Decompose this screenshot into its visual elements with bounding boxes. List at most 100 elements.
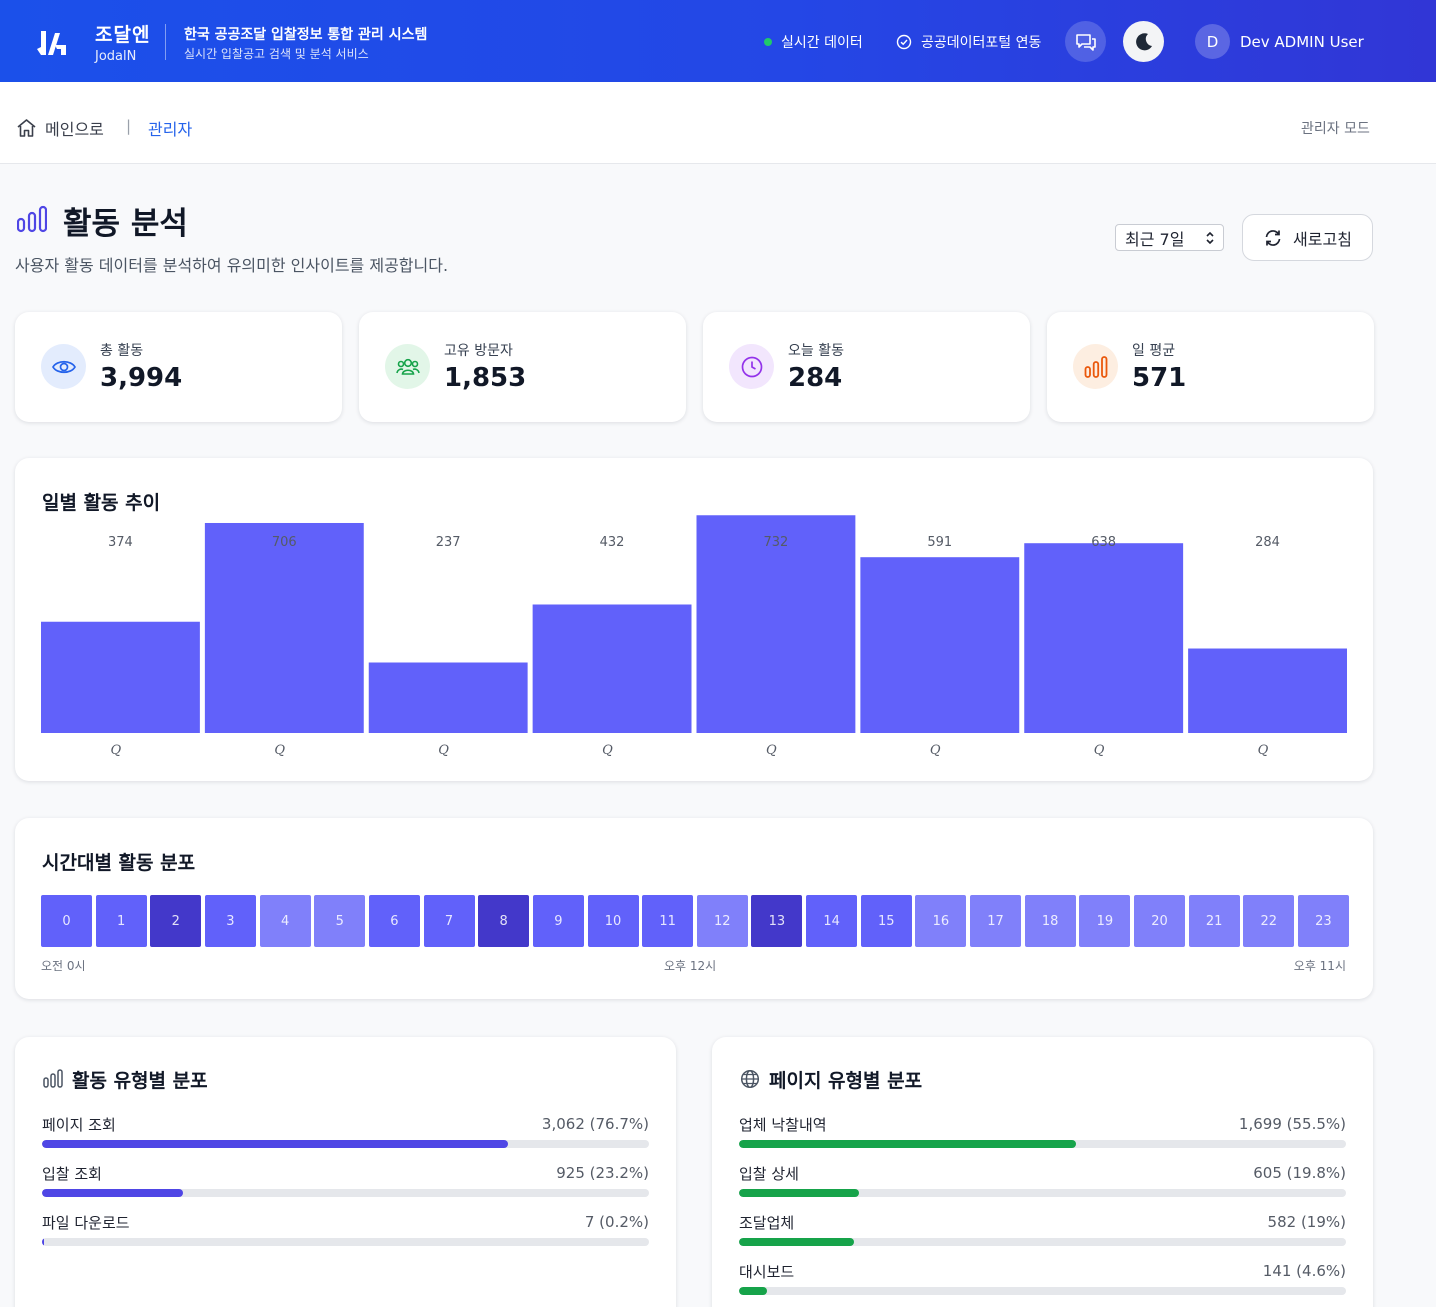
- breadcrumb-current[interactable]: 관리자: [148, 120, 193, 139]
- daily-bar[interactable]: [860, 557, 1020, 733]
- admin-mode-label: 관리자 모드: [1301, 121, 1370, 137]
- hour-cell-0[interactable]: 0: [41, 895, 92, 947]
- hour-cell-21[interactable]: 21: [1188, 895, 1240, 947]
- distribution-label: 페이지 조회: [42, 1116, 116, 1134]
- distribution-track: [739, 1189, 1346, 1197]
- bar-value-label: 237: [436, 535, 461, 550]
- bar-chart-icon: [1084, 355, 1107, 378]
- refresh-button[interactable]: 새로고침: [1242, 214, 1373, 261]
- bar-category-label: Q: [110, 743, 121, 758]
- chat-icon: [1075, 33, 1096, 51]
- users-icon: [395, 358, 420, 375]
- hour-cell-14[interactable]: 14: [806, 895, 858, 947]
- heatmap-start-label: 오전 0시: [41, 959, 86, 973]
- distribution-fill: [739, 1189, 860, 1197]
- stat-label: 고유 방문자: [444, 343, 513, 359]
- user-name[interactable]: Dev ADMIN User: [1240, 33, 1364, 51]
- eye-icon: [51, 360, 76, 373]
- stat-value: 3,994: [100, 363, 183, 393]
- bar-value-label: 706: [272, 535, 297, 550]
- home-link-label: 메인으로: [45, 120, 104, 139]
- distribution-value: 582 (19%): [1267, 1213, 1346, 1231]
- hour-cell-7[interactable]: 7: [423, 895, 475, 947]
- hour-cell-10[interactable]: 10: [587, 895, 639, 947]
- distribution-fill: [42, 1238, 44, 1246]
- page-type-card: 페이지 유형별 분포 업체 낙찰내역 1,699 (55.5%) 입찰 상세 605 …: [712, 1037, 1373, 1307]
- distribution-label: 파일 다운로드: [42, 1214, 130, 1232]
- live-dot-icon: [764, 38, 772, 46]
- stat-card-total-activity: 총 활동 3,994: [15, 312, 342, 422]
- brand-divider: [165, 24, 166, 60]
- distribution-value: 1,699 (55.5%): [1238, 1115, 1346, 1133]
- clock-icon: [741, 356, 762, 377]
- hour-cell-23[interactable]: 23: [1297, 895, 1349, 947]
- stat-card-unique-visitors: 고유 방문자 1,853: [359, 312, 686, 422]
- hour-cell-11[interactable]: 11: [642, 895, 694, 947]
- heatmap-end-label: 오후 11시: [1293, 959, 1346, 973]
- system-subtitle: 실시간 입찰공고 검색 및 분석 서비스: [184, 47, 369, 61]
- distribution-value: 3,062 (76.7%): [541, 1115, 649, 1133]
- date-range-select[interactable]: 최근 7일: [1115, 224, 1224, 251]
- daily-bar[interactable]: [368, 662, 528, 734]
- hour-cell-18[interactable]: 18: [1024, 895, 1076, 947]
- home-link[interactable]: 메인으로: [16, 116, 104, 140]
- distribution-label: 입찰 조회: [42, 1165, 102, 1183]
- hour-cell-13[interactable]: 13: [751, 895, 803, 947]
- jodaln-logo-icon[interactable]: [33, 27, 69, 59]
- heatmap-mid-label: 오후 12시: [664, 959, 717, 973]
- user-avatar[interactable]: D: [1195, 24, 1230, 59]
- bar-category-label: Q: [438, 743, 449, 758]
- hour-cell-16[interactable]: 16: [915, 895, 967, 947]
- distribution-value: 7 (0.2%): [584, 1213, 649, 1231]
- home-icon: [17, 119, 36, 137]
- page-description: 사용자 활동 데이터를 분석하여 유의미한 인사이트를 제공합니다.: [15, 256, 449, 275]
- daily-bar[interactable]: [532, 604, 692, 733]
- brand-name[interactable]: 조달엔: [95, 24, 151, 46]
- stat-icon-bg: [41, 344, 86, 389]
- moon-icon: [1135, 32, 1152, 50]
- bar-category-label: Q: [766, 743, 777, 758]
- hour-cell-22[interactable]: 22: [1243, 895, 1295, 947]
- distribution-track: [42, 1189, 649, 1197]
- distribution-track: [739, 1287, 1346, 1295]
- hour-cell-5[interactable]: 5: [314, 895, 366, 947]
- hour-cell-12[interactable]: 12: [696, 895, 748, 947]
- daily-activity-chart: 374 Q 706 Q 237 Q 432 Q 732 Q 591 Q 638 Q 284 Q: [41, 515, 1347, 758]
- check-circle-icon: [896, 34, 912, 50]
- daily-bar[interactable]: [1188, 648, 1347, 733]
- distribution-fill: [42, 1140, 508, 1148]
- stat-label: 오늘 활동: [788, 343, 844, 359]
- daily-bar[interactable]: [1024, 543, 1184, 733]
- hour-cell-9[interactable]: 9: [532, 895, 584, 947]
- daily-bar[interactable]: [204, 522, 364, 733]
- theme-toggle-button[interactable]: [1123, 21, 1164, 62]
- hour-cell-1[interactable]: 1: [95, 895, 147, 947]
- bar-value-label: 432: [600, 535, 625, 550]
- page-type-title: 페이지 유형별 분포: [769, 1070, 923, 1092]
- bar-value-label: 732: [764, 535, 789, 550]
- hourly-distribution-title: 시간대별 활동 분포: [42, 852, 196, 874]
- distribution-track: [42, 1140, 649, 1148]
- activity-type-card: 활동 유형별 분포 페이지 조회 3,062 (76.7%) 입찰 조회 925 (2…: [15, 1037, 676, 1307]
- distribution-label: 입찰 상세: [739, 1165, 799, 1183]
- distribution-value: 605 (19.8%): [1253, 1164, 1346, 1182]
- hour-cell-15[interactable]: 15: [860, 895, 912, 947]
- bar-value-label: 374: [108, 535, 133, 550]
- stat-value: 1,853: [444, 363, 527, 393]
- hour-cell-19[interactable]: 19: [1079, 895, 1131, 947]
- hour-cell-6[interactable]: 6: [368, 895, 420, 947]
- chat-button[interactable]: [1065, 21, 1106, 62]
- date-range-value: 최근 7일: [1125, 229, 1185, 249]
- hour-cell-8[interactable]: 8: [478, 895, 530, 947]
- hour-cell-17[interactable]: 17: [970, 895, 1022, 947]
- breadcrumb-bar: 메인으로 | 관리자 관리자 모드: [0, 82, 1436, 164]
- hour-cell-20[interactable]: 20: [1134, 895, 1185, 947]
- bar-category-label: Q: [1258, 743, 1269, 758]
- hour-cell-2[interactable]: 2: [150, 895, 202, 947]
- distribution-value: 141 (4.6%): [1262, 1262, 1346, 1280]
- daily-bar[interactable]: [41, 621, 200, 733]
- hour-cell-3[interactable]: 3: [204, 895, 256, 947]
- daily-bar[interactable]: [696, 515, 856, 733]
- hour-cell-4[interactable]: 4: [259, 895, 311, 947]
- distribution-fill: [42, 1189, 183, 1197]
